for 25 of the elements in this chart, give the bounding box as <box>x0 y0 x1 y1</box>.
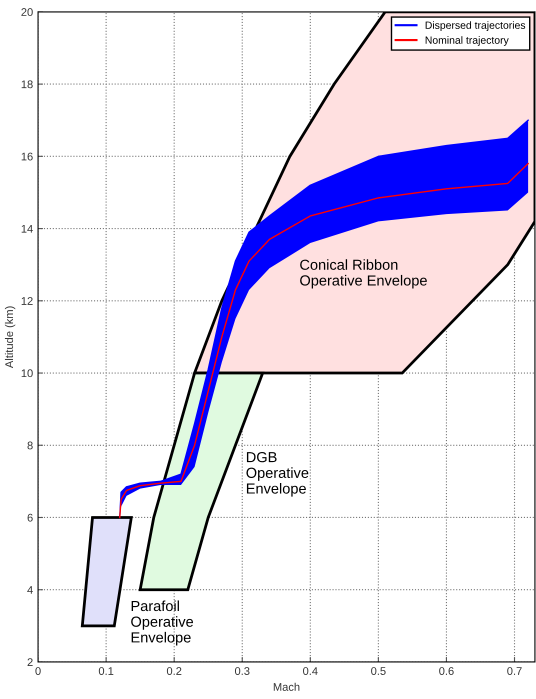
x-tick-label: 0 <box>35 667 41 675</box>
y-tick-label: 6 <box>28 514 33 522</box>
x-tick-label: 0.2 <box>166 667 182 675</box>
x-tick-label: 0.5 <box>371 667 386 675</box>
y-axis-title: Altitude (km) <box>4 306 16 368</box>
y-tick-label: 2 <box>28 658 33 666</box>
annotation: DGB Operative Envelope <box>246 452 308 497</box>
y-tick-label: 14 <box>22 224 33 233</box>
y-tick-label: 18 <box>22 80 33 88</box>
y-tick-label: 10 <box>22 369 33 378</box>
legend-label: Nominal trajectory <box>426 36 509 46</box>
annotation: Parafoil Operative Envelope <box>131 600 194 646</box>
legend-label: Dispersed trajectories <box>426 21 526 31</box>
y-tick-label: 4 <box>27 586 33 594</box>
y-tick-label: 8 <box>28 442 33 450</box>
y-tick-label: 12 <box>22 297 33 305</box>
x-tick-label: 0.3 <box>234 667 250 675</box>
x-axis-title: Mach <box>274 682 300 691</box>
annotation: Conical Ribbon Operative Envelope <box>300 259 427 289</box>
x-tick-label: 0.7 <box>507 667 522 675</box>
y-tick-label: 16 <box>22 152 33 160</box>
y-tick-label: 20 <box>21 8 33 16</box>
x-tick-label: 0.6 <box>439 667 454 675</box>
x-tick-label: 0.4 <box>303 667 318 675</box>
x-tick-label: 0.1 <box>98 667 114 675</box>
